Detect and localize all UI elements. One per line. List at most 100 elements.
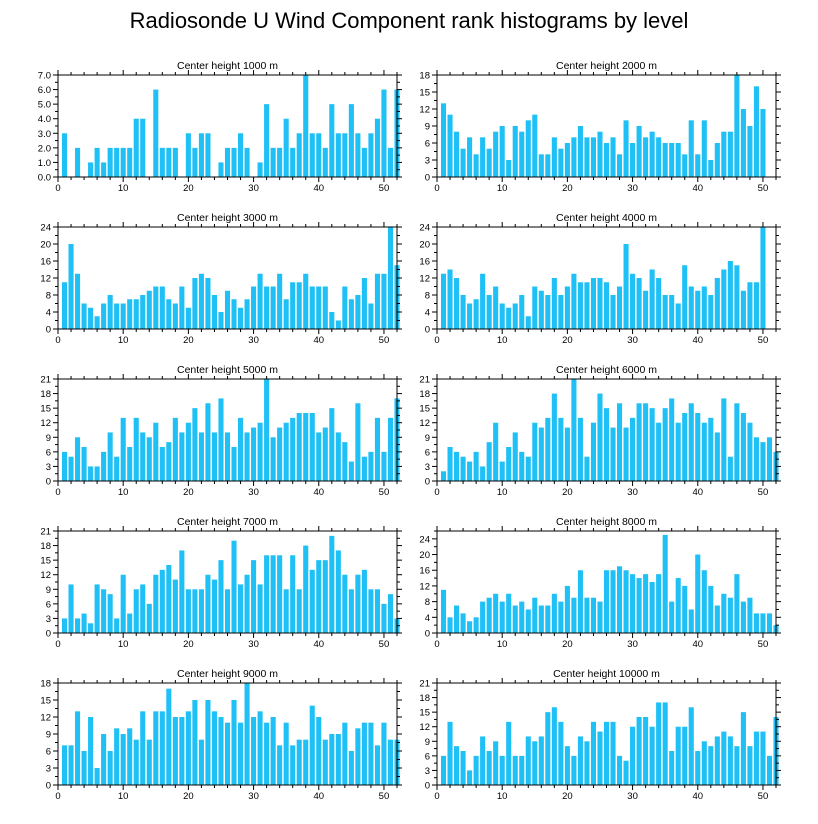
bar (551, 393, 557, 481)
x-tick-label: 0 (55, 639, 60, 650)
x-tick-label: 20 (562, 335, 573, 346)
bar (303, 739, 309, 785)
x-tick-label: 50 (758, 487, 769, 498)
bar (114, 728, 120, 785)
bar (192, 278, 198, 329)
bar (740, 712, 746, 785)
bar (538, 427, 544, 481)
bar (669, 751, 675, 785)
x-tick-label: 40 (692, 639, 703, 650)
bar (688, 120, 694, 177)
bar (675, 726, 681, 785)
x-tick-label: 40 (313, 183, 324, 194)
bar (558, 721, 564, 785)
bar (329, 312, 335, 329)
bar (88, 162, 94, 177)
bar (224, 147, 231, 177)
bar (374, 118, 380, 177)
bar (283, 299, 289, 329)
y-tick-label: 6 (425, 751, 430, 762)
x-tick-label: 30 (248, 487, 259, 498)
bar (309, 413, 315, 481)
y-tick-label: 9 (425, 737, 430, 748)
bar (467, 770, 473, 785)
bar (610, 721, 616, 785)
bar (447, 721, 453, 785)
bar (192, 700, 198, 785)
bar (695, 154, 701, 177)
x-tick-label: 10 (118, 639, 129, 650)
y-tick-label: 3 (46, 764, 51, 775)
bar (94, 466, 100, 481)
bar (166, 688, 172, 785)
y-tick-label: 6 (425, 139, 430, 150)
bar (264, 104, 270, 177)
bar (107, 594, 113, 633)
bar (335, 320, 341, 329)
bar (721, 731, 727, 785)
bar (211, 579, 218, 633)
bar (630, 273, 636, 329)
bar (290, 147, 296, 177)
bar (159, 711, 165, 785)
bar (701, 286, 707, 329)
bar (355, 574, 361, 633)
bar (636, 578, 642, 633)
y-tick-label: 8 (46, 291, 51, 302)
bar (303, 545, 309, 633)
x-tick-label: 0 (434, 639, 439, 650)
x-tick-label: 50 (379, 487, 390, 498)
bar (277, 745, 283, 785)
bar (688, 707, 694, 785)
bar (597, 731, 603, 785)
bar (387, 417, 394, 481)
x-tick-label: 10 (497, 183, 508, 194)
x-tick-label: 10 (118, 335, 129, 346)
bar (662, 408, 668, 481)
panel-title: Center height 6000 m (556, 364, 657, 376)
panel-title: Center height 3000 m (177, 212, 278, 224)
bar (695, 413, 701, 481)
bar (101, 162, 107, 177)
y-tick-label: 4.0 (38, 114, 51, 125)
bar (727, 597, 733, 633)
bar (75, 618, 81, 633)
x-tick-label: 0 (55, 487, 60, 498)
bar (440, 273, 447, 329)
bar (198, 133, 204, 177)
bar (486, 442, 492, 481)
bar (636, 278, 642, 329)
bar (532, 741, 538, 785)
bar (688, 403, 694, 481)
bar (120, 574, 126, 633)
bar (656, 422, 662, 481)
x-tick-label: 50 (758, 791, 769, 802)
bar (597, 393, 603, 481)
x-tick-label: 50 (379, 335, 390, 346)
bar (493, 593, 499, 633)
bar (525, 316, 531, 329)
bar (205, 700, 211, 785)
bar (205, 133, 211, 177)
y-tick-label: 12 (40, 418, 51, 429)
bar (348, 299, 354, 329)
bar (290, 555, 296, 633)
bar (296, 413, 302, 481)
bar (473, 617, 479, 633)
bar (264, 722, 270, 785)
bar (564, 143, 570, 177)
bar (519, 601, 525, 633)
panel-title: Center height 1000 m (177, 60, 278, 72)
bar (368, 133, 374, 177)
bar (734, 403, 740, 481)
bar (277, 555, 283, 633)
bar (107, 295, 113, 329)
bar (237, 417, 244, 481)
bar (499, 461, 505, 481)
bar (760, 731, 766, 785)
bar (172, 717, 178, 785)
x-tick-label: 50 (758, 183, 769, 194)
bar (342, 574, 348, 633)
bar (368, 722, 374, 785)
bar (368, 303, 374, 329)
